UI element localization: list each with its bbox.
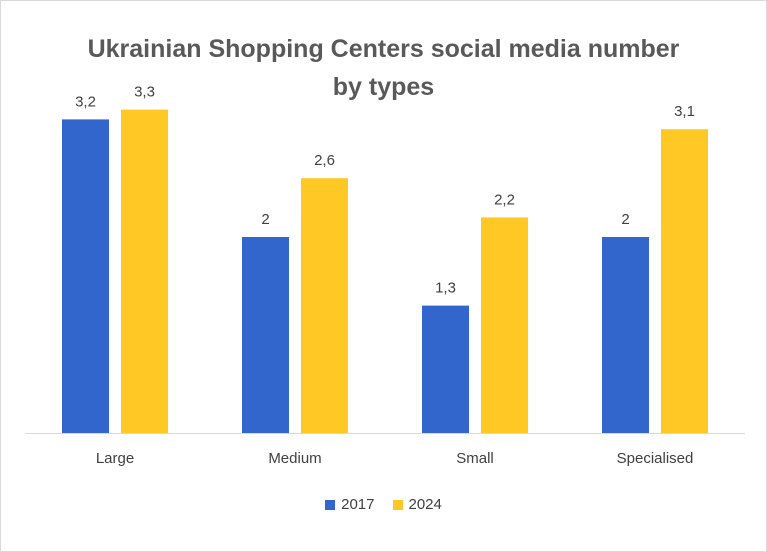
data-label-2024-large: 3,3 [134, 84, 155, 101]
legend-swatch-2017 [325, 499, 336, 510]
data-label-2024-small: 2,2 [494, 191, 515, 208]
bar-2017-small [422, 305, 469, 433]
bar-2017-medium [242, 237, 289, 433]
category-label-large: Large [96, 450, 134, 467]
bar-2017-large [62, 119, 109, 434]
data-label-2017-small: 1,3 [435, 280, 456, 297]
chart-title-line-1: Ukrainian Shopping Centers social media … [87, 35, 680, 63]
data-label-2024-medium: 2,6 [314, 152, 335, 169]
legend-label-2024: 2024 [408, 496, 442, 513]
bar-2024-small [481, 217, 528, 433]
data-label-2024-specialised: 3,1 [674, 103, 695, 120]
chart-title: Ukrainian Shopping Centers social media … [20, 30, 747, 106]
data-label-2017-large: 3,2 [75, 93, 96, 110]
chart-title-line-2: by types [332, 73, 435, 101]
bar-2024-specialised [661, 129, 708, 433]
legend: 2017 2024 [0, 496, 767, 513]
legend-item-2024: 2024 [392, 496, 442, 513]
data-label-2017-specialised: 2 [621, 211, 629, 228]
legend-label-2017: 2017 [341, 496, 375, 513]
legend-item-2017: 2017 [325, 496, 375, 513]
category-label-medium: Medium [268, 450, 321, 467]
category-label-small: Small [456, 450, 494, 467]
bar-2024-large [121, 109, 168, 433]
data-label-2017-medium: 2 [261, 211, 269, 228]
legend-swatch-2024 [392, 499, 403, 510]
bar-2017-specialised [602, 237, 649, 433]
bar-2024-medium [301, 178, 348, 433]
category-label-specialised: Specialised [617, 450, 694, 467]
